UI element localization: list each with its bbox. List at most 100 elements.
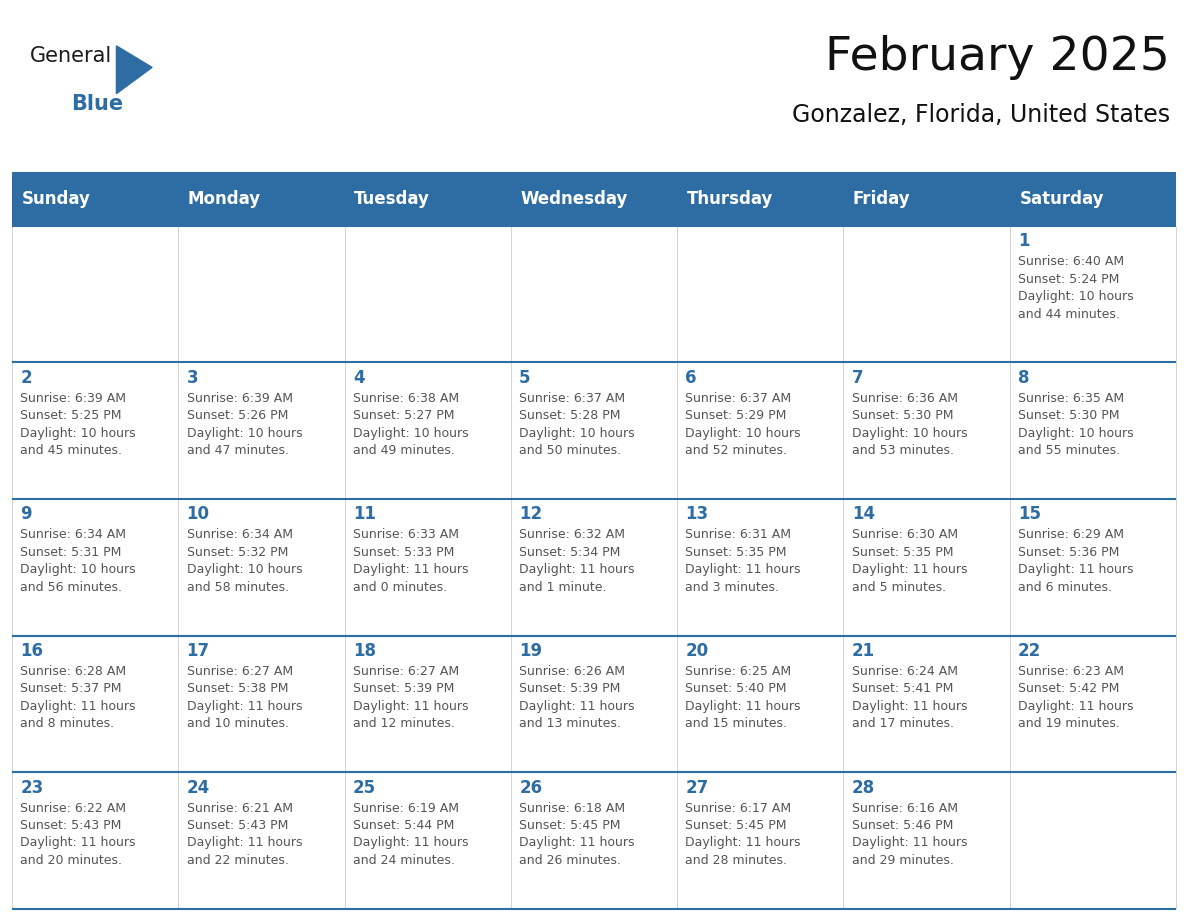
Text: 16: 16: [20, 642, 43, 660]
Text: and 20 minutes.: and 20 minutes.: [20, 854, 122, 867]
Text: Daylight: 11 hours: Daylight: 11 hours: [187, 700, 302, 713]
Text: Sunset: 5:43 PM: Sunset: 5:43 PM: [20, 819, 121, 832]
Text: Thursday: Thursday: [687, 190, 773, 208]
Text: and 56 minutes.: and 56 minutes.: [20, 581, 122, 594]
Text: Daylight: 11 hours: Daylight: 11 hours: [353, 836, 468, 849]
Text: Sunrise: 6:21 AM: Sunrise: 6:21 AM: [187, 801, 292, 814]
Text: 19: 19: [519, 642, 542, 660]
Bar: [345, 635, 511, 772]
Text: Gonzalez, Florida, United States: Gonzalez, Florida, United States: [792, 103, 1170, 127]
Text: and 19 minutes.: and 19 minutes.: [1018, 717, 1120, 731]
Text: 25: 25: [353, 778, 375, 797]
Text: Sunset: 5:40 PM: Sunset: 5:40 PM: [685, 682, 786, 696]
Text: Sunset: 5:44 PM: Sunset: 5:44 PM: [353, 819, 454, 832]
Text: Sunrise: 6:27 AM: Sunrise: 6:27 AM: [353, 665, 459, 678]
Bar: [511, 226, 677, 363]
Text: and 5 minutes.: and 5 minutes.: [852, 581, 946, 594]
Text: Sunset: 5:29 PM: Sunset: 5:29 PM: [685, 409, 786, 422]
Bar: [511, 363, 677, 499]
Bar: [843, 499, 1010, 635]
Bar: [178, 772, 345, 909]
Polygon shape: [116, 46, 152, 94]
Bar: [1010, 499, 1176, 635]
Text: Daylight: 10 hours: Daylight: 10 hours: [519, 427, 634, 440]
Text: 23: 23: [20, 778, 44, 797]
Text: 4: 4: [353, 369, 365, 386]
Text: Sunrise: 6:39 AM: Sunrise: 6:39 AM: [187, 392, 292, 405]
Text: Sunset: 5:39 PM: Sunset: 5:39 PM: [519, 682, 620, 696]
Text: Sunrise: 6:34 AM: Sunrise: 6:34 AM: [187, 529, 292, 542]
Text: Daylight: 11 hours: Daylight: 11 hours: [685, 564, 801, 577]
Text: and 26 minutes.: and 26 minutes.: [519, 854, 621, 867]
Text: Sunrise: 6:23 AM: Sunrise: 6:23 AM: [1018, 665, 1124, 678]
Text: Daylight: 11 hours: Daylight: 11 hours: [519, 700, 634, 713]
Text: 2: 2: [20, 369, 32, 386]
Text: and 13 minutes.: and 13 minutes.: [519, 717, 621, 731]
Text: and 49 minutes.: and 49 minutes.: [353, 444, 455, 457]
Text: and 29 minutes.: and 29 minutes.: [852, 854, 954, 867]
Text: Sunrise: 6:19 AM: Sunrise: 6:19 AM: [353, 801, 459, 814]
Bar: [345, 226, 511, 363]
Text: Sunset: 5:38 PM: Sunset: 5:38 PM: [187, 682, 287, 696]
Text: 10: 10: [187, 506, 209, 523]
Text: Sunrise: 6:38 AM: Sunrise: 6:38 AM: [353, 392, 459, 405]
Text: and 52 minutes.: and 52 minutes.: [685, 444, 788, 457]
Text: Sunrise: 6:40 AM: Sunrise: 6:40 AM: [1018, 255, 1124, 268]
Bar: [843, 363, 1010, 499]
Bar: [677, 499, 843, 635]
Bar: [12, 173, 1176, 226]
Text: Sunrise: 6:26 AM: Sunrise: 6:26 AM: [519, 665, 625, 678]
Bar: [511, 635, 677, 772]
Text: 17: 17: [187, 642, 209, 660]
Bar: [677, 226, 843, 363]
Text: 3: 3: [187, 369, 198, 386]
Text: and 6 minutes.: and 6 minutes.: [1018, 581, 1112, 594]
Text: Monday: Monday: [188, 190, 261, 208]
Text: Sunrise: 6:18 AM: Sunrise: 6:18 AM: [519, 801, 625, 814]
Text: Daylight: 11 hours: Daylight: 11 hours: [852, 700, 967, 713]
Bar: [345, 499, 511, 635]
Bar: [12, 772, 178, 909]
Text: Daylight: 10 hours: Daylight: 10 hours: [187, 564, 302, 577]
Text: 18: 18: [353, 642, 375, 660]
Text: 26: 26: [519, 778, 542, 797]
Text: Daylight: 11 hours: Daylight: 11 hours: [353, 564, 468, 577]
Text: Sunset: 5:25 PM: Sunset: 5:25 PM: [20, 409, 121, 422]
Text: Sunset: 5:30 PM: Sunset: 5:30 PM: [852, 409, 953, 422]
Bar: [1010, 363, 1176, 499]
Text: Sunrise: 6:32 AM: Sunrise: 6:32 AM: [519, 529, 625, 542]
Text: Daylight: 11 hours: Daylight: 11 hours: [685, 700, 801, 713]
Text: General: General: [30, 46, 112, 66]
Text: Sunrise: 6:36 AM: Sunrise: 6:36 AM: [852, 392, 958, 405]
Text: Sunset: 5:30 PM: Sunset: 5:30 PM: [1018, 409, 1119, 422]
Text: Sunset: 5:28 PM: Sunset: 5:28 PM: [519, 409, 620, 422]
Text: Sunset: 5:43 PM: Sunset: 5:43 PM: [187, 819, 287, 832]
Text: Sunrise: 6:34 AM: Sunrise: 6:34 AM: [20, 529, 126, 542]
Bar: [178, 499, 345, 635]
Text: and 12 minutes.: and 12 minutes.: [353, 717, 455, 731]
Text: Daylight: 11 hours: Daylight: 11 hours: [20, 700, 135, 713]
Text: and 8 minutes.: and 8 minutes.: [20, 717, 114, 731]
Text: Friday: Friday: [853, 190, 911, 208]
Text: Sunrise: 6:37 AM: Sunrise: 6:37 AM: [519, 392, 625, 405]
Text: and 1 minute.: and 1 minute.: [519, 581, 607, 594]
Text: 28: 28: [852, 778, 874, 797]
Text: 6: 6: [685, 369, 697, 386]
Text: Sunset: 5:46 PM: Sunset: 5:46 PM: [852, 819, 953, 832]
Bar: [345, 772, 511, 909]
Text: Daylight: 11 hours: Daylight: 11 hours: [187, 836, 302, 849]
Text: Sunset: 5:45 PM: Sunset: 5:45 PM: [519, 819, 620, 832]
Text: 21: 21: [852, 642, 874, 660]
Text: Saturday: Saturday: [1019, 190, 1104, 208]
Text: Daylight: 11 hours: Daylight: 11 hours: [1018, 564, 1133, 577]
Text: and 3 minutes.: and 3 minutes.: [685, 581, 779, 594]
Text: Sunrise: 6:37 AM: Sunrise: 6:37 AM: [685, 392, 791, 405]
Text: Sunset: 5:32 PM: Sunset: 5:32 PM: [187, 546, 287, 559]
Text: Daylight: 10 hours: Daylight: 10 hours: [1018, 290, 1133, 303]
Text: Sunset: 5:37 PM: Sunset: 5:37 PM: [20, 682, 121, 696]
Text: Sunrise: 6:30 AM: Sunrise: 6:30 AM: [852, 529, 958, 542]
Text: Daylight: 11 hours: Daylight: 11 hours: [1018, 700, 1133, 713]
Text: Sunset: 5:34 PM: Sunset: 5:34 PM: [519, 546, 620, 559]
Text: Daylight: 11 hours: Daylight: 11 hours: [353, 700, 468, 713]
Bar: [12, 635, 178, 772]
